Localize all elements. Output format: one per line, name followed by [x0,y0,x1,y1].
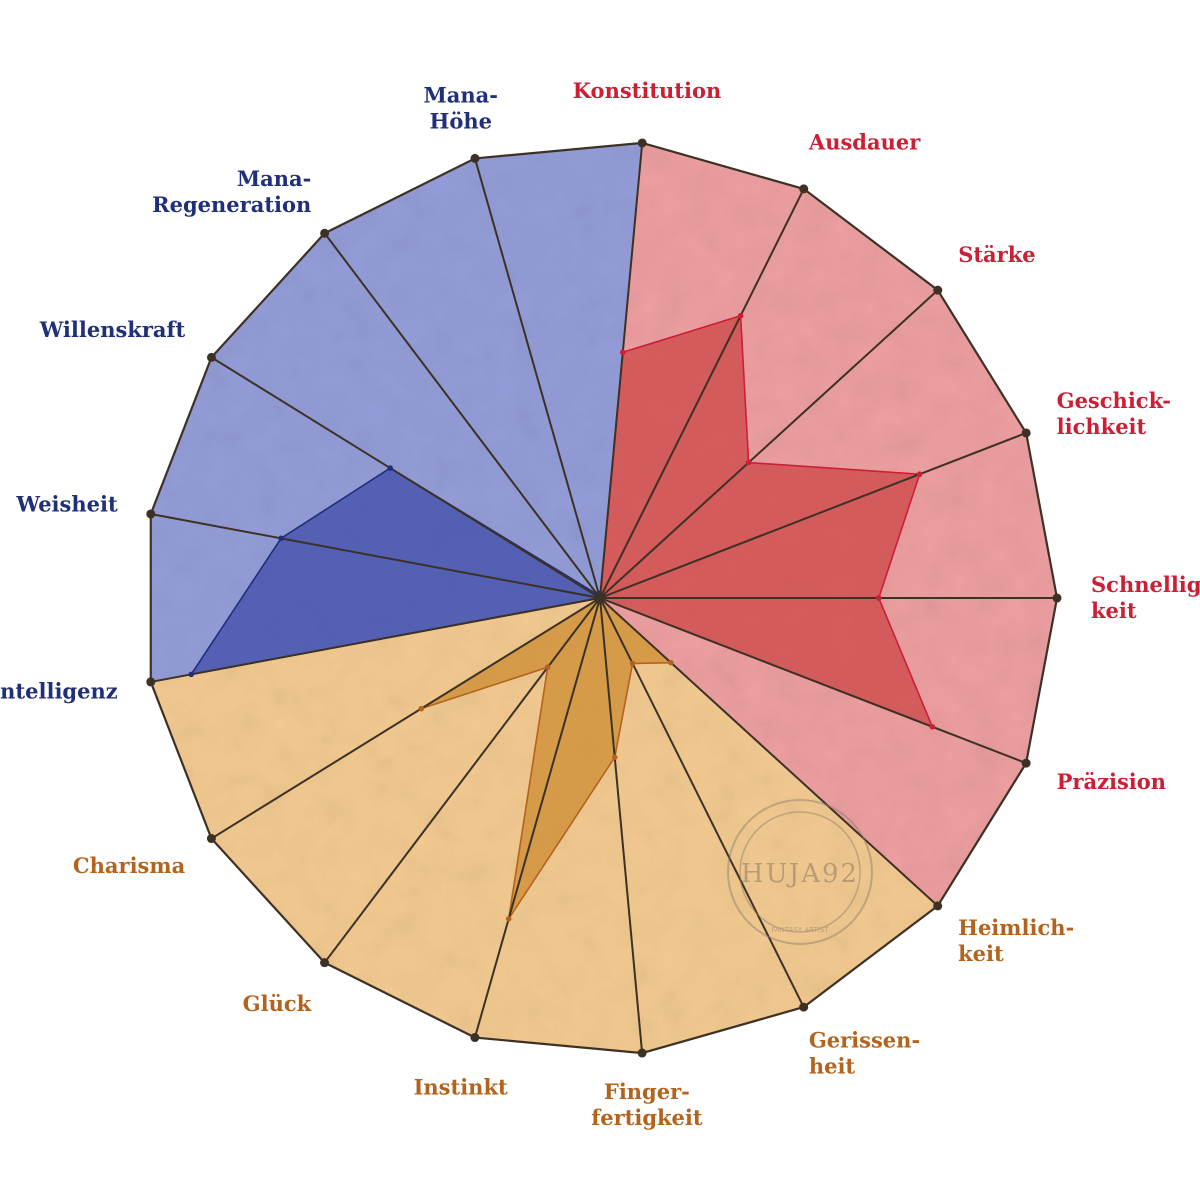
spoke [323,597,601,964]
axis-label: Ausdauer [808,129,921,154]
axis-vertex-point [320,228,330,238]
spoke [599,597,805,1008]
axis-vertex-point [1052,593,1062,603]
spoke [473,597,601,1038]
axis-label: Intelligenz [0,678,118,703]
spoke [599,142,644,599]
axis-vertex-point [146,677,156,687]
axis-vertex-point [470,1033,480,1043]
value-point [619,349,626,356]
watermark-text: HUJA92 [741,859,859,889]
axis-label: Mana-Höhe [424,82,498,133]
spoke [599,188,805,599]
value-point [387,465,393,471]
value-polygon-orange [420,597,672,920]
axis-vertex-point [799,1002,809,1012]
axis-vertex-point [637,1048,647,1058]
axis-label: Geschick-lichkeit [1057,388,1171,439]
axis-vertex-point [933,285,943,295]
watermark-seal: HUJA92 FANTASY ARTIST [727,799,873,945]
axis-label: Gerissen-heit [809,1028,920,1079]
axis-vertex-point [1021,428,1031,438]
frame-polygon [149,141,1059,1055]
axis-label: Charisma [73,853,186,878]
spoke [210,356,601,599]
spoke [474,158,601,599]
center-point [594,592,606,604]
axis-label: Willenskraft [39,317,186,342]
spoke [323,232,601,599]
axis-labels: Konstitution Ausdauer Stärke Geschick-lichk… [0,78,1200,1130]
spoke [150,512,601,599]
axis-vertex-point [799,184,809,194]
value-point [188,671,195,678]
value-polygon-red [599,314,934,728]
value-point [611,754,618,761]
axis-vertex-point [206,834,216,844]
value-point [278,535,284,542]
value-point [544,664,551,671]
axis-vertex-point [637,138,647,148]
axis-label: Heimlich-keit [958,915,1074,966]
axis-vertex-point [1021,758,1031,768]
spokes [150,142,1058,1054]
axis-vertex-point [146,509,156,519]
spoke [599,597,1027,765]
axis-label: Mana-Regeneration [152,166,311,217]
spoke [210,597,601,840]
value-point [745,459,752,466]
value-point [668,659,674,666]
spoke [599,597,939,907]
spoke [599,597,644,1054]
axis-label: Weisheit [15,491,118,516]
axis-label: Stärke [958,242,1035,267]
axis-label: Glück [243,991,312,1016]
axis-label: Schnellig-keit [1091,572,1200,623]
axis-label: Konstitution [573,78,722,103]
axis-vertex-point [206,352,216,362]
value-point [875,595,882,601]
value-point [737,312,744,319]
value-point [505,916,512,922]
axis-label: Instinkt [414,1075,508,1100]
axis-label: Finger-fertigkeit [591,1079,703,1130]
value-point [418,705,425,712]
value-point [929,724,936,730]
spoke [599,432,1027,599]
value-polygons [190,314,934,920]
outer-frame [149,141,1059,1055]
value-point [916,471,923,478]
watermark-subtext: FANTASY ARTIST [771,926,829,934]
spoke [150,597,601,683]
value-point [629,660,636,667]
axis-vertex-point [320,958,330,968]
axis-label: Präzision [1057,769,1166,794]
spoke [599,289,939,599]
axis-vertex-point [470,153,480,163]
value-points [146,138,1062,1058]
axis-vertex-point [933,901,943,911]
